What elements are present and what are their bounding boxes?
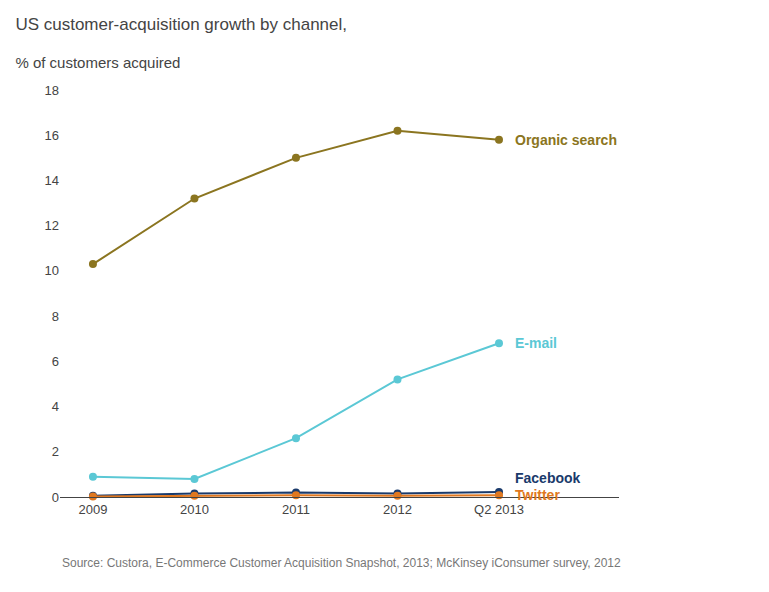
svg-text:12: 12 xyxy=(45,218,59,233)
svg-text:Source: Custora, E-Commerce Cu: Source: Custora, E-Commerce Customer Acq… xyxy=(62,556,621,570)
svg-text:US customer-acquisition growth: US customer-acquisition growth by channe… xyxy=(15,15,347,34)
svg-text:8: 8 xyxy=(52,309,59,324)
svg-text:16: 16 xyxy=(45,128,59,143)
svg-text:Facebook: Facebook xyxy=(515,470,581,486)
svg-text:Q2 2013: Q2 2013 xyxy=(474,502,524,517)
svg-text:% of customers acquired: % of customers acquired xyxy=(15,54,180,71)
svg-text:2009: 2009 xyxy=(78,502,107,517)
svg-text:Twitter: Twitter xyxy=(515,487,560,503)
svg-text:Organic search: Organic search xyxy=(515,132,617,148)
svg-text:4: 4 xyxy=(52,399,59,414)
svg-text:E-mail: E-mail xyxy=(515,335,557,351)
svg-text:18: 18 xyxy=(45,83,59,98)
svg-text:14: 14 xyxy=(45,173,59,188)
svg-text:2012: 2012 xyxy=(383,502,412,517)
svg-text:0: 0 xyxy=(52,490,59,505)
svg-text:6: 6 xyxy=(52,354,59,369)
svg-text:2011: 2011 xyxy=(282,502,310,517)
svg-text:2: 2 xyxy=(52,444,59,459)
svg-text:2010: 2010 xyxy=(180,502,209,517)
svg-text:10: 10 xyxy=(45,263,59,278)
